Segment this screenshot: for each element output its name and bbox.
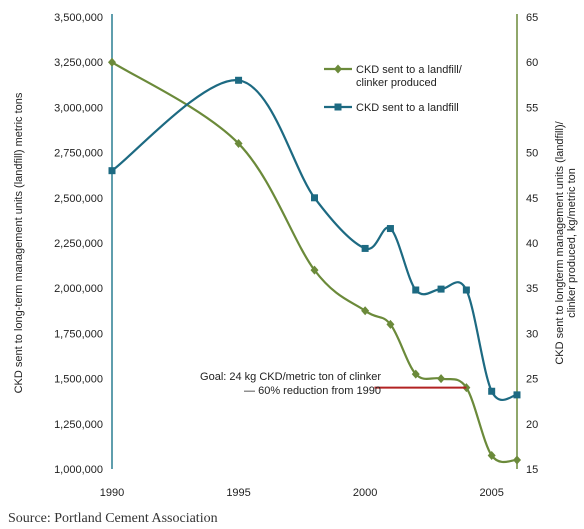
- y-right-tick-label: 60: [526, 57, 538, 69]
- y-left-tick-label: 3,000,000: [54, 102, 103, 114]
- y-left-axis-title: CKD sent to long-term management units (…: [13, 92, 25, 393]
- y-left-tick-label: 1,000,000: [54, 464, 103, 476]
- legend-item: CKD sent to a landfill: [324, 102, 459, 114]
- data-point-diamond: [513, 455, 521, 465]
- source-note: Source: Portland Cement Association: [8, 511, 218, 526]
- legend-swatch-square: [334, 103, 342, 111]
- y-right-axis-title: CKD sent to longterm management units (l…: [554, 120, 578, 364]
- y-left-tick-label: 3,250,000: [54, 57, 103, 69]
- data-point-diamond: [411, 369, 420, 379]
- data-point-diamond: [487, 450, 496, 460]
- y-right-axis-title-line: CKD sent to longterm management units (l…: [554, 120, 566, 364]
- data-point-square: [235, 76, 243, 84]
- y-right-tick-label: 20: [526, 419, 538, 431]
- data-point-diamond: [234, 139, 243, 149]
- y-right-tick-label: 35: [526, 283, 538, 295]
- data-point-square: [513, 391, 521, 399]
- series-landfill-tons: [108, 76, 521, 402]
- y-left-tick-label: 2,750,000: [54, 148, 103, 160]
- series-layer: [108, 57, 521, 465]
- goal-annotation-line: — 60% reduction from 1990: [244, 385, 381, 397]
- x-tick-label: 2000: [353, 487, 377, 499]
- data-point-square: [361, 244, 369, 252]
- goal-annotation: Goal: 24 kg CKD/metric ton of clinker — 6…: [200, 371, 467, 397]
- data-point-square: [462, 286, 470, 294]
- y-right-tick-label: 25: [526, 374, 538, 386]
- y-right-tick-label: 15: [526, 464, 538, 476]
- y-right-tick-label: 30: [526, 328, 538, 340]
- legend-label: CKD sent to a landfill: [356, 102, 459, 114]
- data-point-square: [386, 225, 394, 233]
- data-point-square: [311, 194, 318, 202]
- y-right-axis-title-line: clinker produced, kg/metric ton: [566, 168, 578, 318]
- series-landfill-per-clinker: [108, 57, 521, 465]
- x-tick-label: 2005: [479, 487, 503, 499]
- y-right-tick-label: 65: [526, 12, 538, 24]
- y-right-tick-label: 55: [526, 102, 538, 114]
- axes: 3,500,000 3,250,000 3,000,000 2,750,000 2,50…: [13, 12, 578, 499]
- series-line: [111, 61, 518, 464]
- y-left-tick-label: 3,500,000: [54, 12, 103, 24]
- data-point-square: [108, 167, 116, 175]
- legend-label: clinker produced: [356, 77, 437, 89]
- data-point-square: [412, 286, 420, 294]
- y-right-tick-label: 45: [526, 193, 538, 205]
- chart: 3,500,000 3,250,000 3,000,000 2,750,000 2,50…: [13, 12, 578, 499]
- legend: CKD sent to a landfill/clinker producedC…: [324, 64, 463, 114]
- legend-label: CKD sent to a landfill/: [356, 64, 463, 76]
- y-left-tick-label: 2,250,000: [54, 238, 103, 250]
- series-line: [111, 79, 518, 402]
- data-point-diamond: [386, 319, 395, 329]
- data-point-diamond: [310, 265, 319, 275]
- legend-swatch-diamond: [334, 64, 342, 74]
- y-right-tick-label: 50: [526, 148, 538, 160]
- x-tick-label: 1990: [100, 487, 124, 499]
- y-left-tick-label: 1,750,000: [54, 328, 103, 340]
- data-point-diamond: [108, 57, 116, 67]
- x-tick-label: 1995: [226, 487, 250, 499]
- data-point-diamond: [361, 306, 370, 316]
- y-left-tick-label: 2,000,000: [54, 283, 103, 295]
- y-left-tick-label: 1,250,000: [54, 419, 103, 431]
- data-point-diamond: [437, 374, 446, 384]
- data-point-square: [437, 285, 445, 293]
- y-right-tick-label: 40: [526, 238, 538, 250]
- data-point-square: [488, 387, 496, 395]
- legend-item: CKD sent to a landfill/clinker produced: [324, 64, 463, 89]
- y-left-tick-label: 1,500,000: [54, 374, 103, 386]
- goal-annotation-line: Goal: 24 kg CKD/metric ton of clinker: [200, 371, 381, 383]
- y-left-tick-label: 2,500,000: [54, 193, 103, 205]
